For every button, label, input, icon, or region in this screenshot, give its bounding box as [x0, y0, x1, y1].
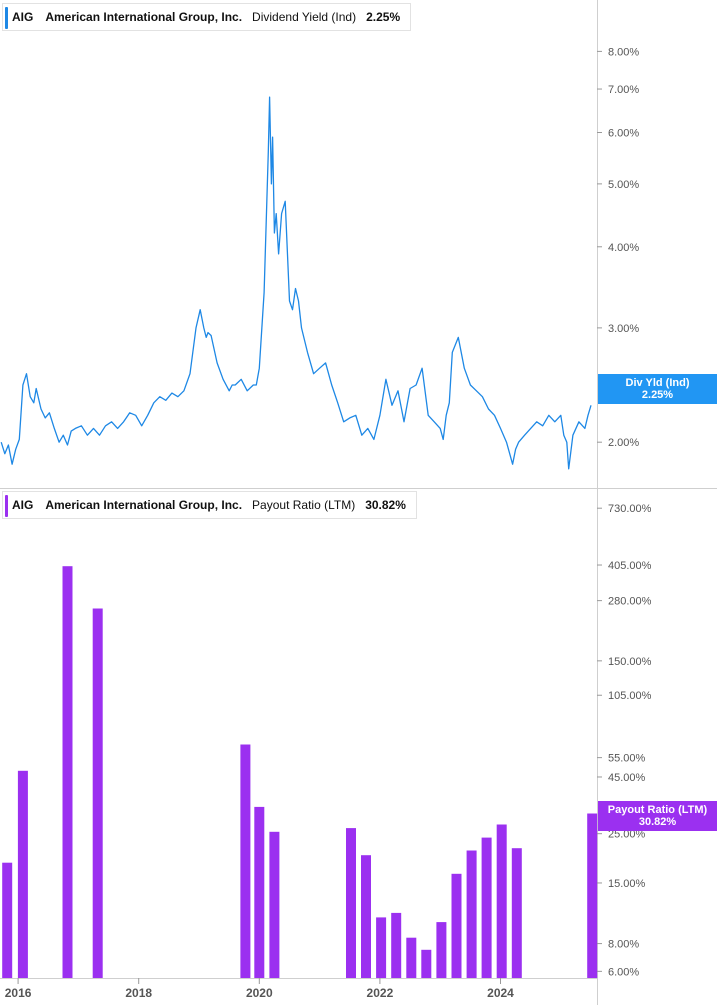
- yield-y-tick-label: 2.00%: [608, 437, 639, 449]
- x-tick-label: 2022: [367, 986, 394, 1000]
- payout-bar: [269, 831, 280, 978]
- x-tick-label: 2016: [5, 986, 32, 1000]
- x-axis: 2016 2018 2020 2022 2024: [5, 978, 514, 1000]
- payout-legend: AIG American International Group, Inc. P…: [2, 491, 417, 519]
- payout-y-tick-label: 405.00%: [608, 560, 652, 572]
- payout-legend-metric: Payout Ratio (LTM): [252, 498, 356, 512]
- payout-y-tick-label: 8.00%: [608, 939, 639, 951]
- payout-current-badge: Payout Ratio (LTM) 30.82%: [598, 801, 717, 831]
- payout-bar: [421, 949, 432, 978]
- payout-legend-company: American International Group, Inc.: [45, 498, 243, 512]
- yield-legend-company: American International Group, Inc.: [45, 10, 243, 24]
- payout-bar: [17, 770, 28, 978]
- payout-bar: [587, 813, 598, 978]
- payout-y-tick-label: 150.00%: [608, 656, 652, 668]
- yield-y-tick-label: 6.00%: [608, 127, 639, 139]
- payout-bar: [436, 922, 447, 978]
- x-tick-label: 2020: [246, 986, 273, 1000]
- payout-y-tick-label: 55.00%: [608, 753, 646, 765]
- payout-y-tick-label: 25.00%: [608, 829, 646, 841]
- payout-bar: [391, 912, 402, 978]
- payout-y-tick-label: 730.00%: [608, 503, 652, 515]
- yield-current-badge: Div Yld (Ind) 2.25%: [598, 374, 717, 404]
- yield-y-tick-label: 7.00%: [608, 84, 639, 96]
- payout-y-tick-label: 15.00%: [608, 878, 646, 890]
- payout-badge-value: 30.82%: [638, 816, 677, 828]
- yield-legend-value: 2.25%: [366, 10, 401, 24]
- payout-bar: [496, 824, 507, 978]
- payout-bar: [406, 937, 417, 978]
- payout-bar: [466, 850, 477, 978]
- yield-y-tick-label: 4.00%: [608, 242, 639, 254]
- yield-legend: AIG American International Group, Inc. D…: [2, 3, 412, 31]
- payout-legend-value: 30.82%: [365, 498, 406, 512]
- yield-y-tick-label: 5.00%: [608, 179, 639, 191]
- payout-y-tick-label: 280.00%: [608, 596, 652, 608]
- payout-y-tick-label: 105.00%: [608, 690, 652, 702]
- x-tick-label: 2024: [487, 986, 514, 1000]
- yield-badge-label: Div Yld (Ind): [625, 377, 690, 389]
- yield-badge-value: 2.25%: [641, 389, 674, 401]
- payout-legend-swatch: [5, 495, 8, 517]
- yield-legend-metric: Dividend Yield (Ind): [252, 10, 357, 24]
- payout-bar: [361, 855, 371, 978]
- yield-legend-swatch: [5, 7, 8, 29]
- payout-y-tick-label: 45.00%: [608, 772, 646, 784]
- payout-bar: [62, 566, 73, 978]
- x-tick-label: 2018: [125, 986, 152, 1000]
- yield-line-group: [0, 96, 592, 470]
- payout-legend-ticker: AIG: [12, 498, 34, 512]
- payout-bar: [511, 848, 522, 978]
- payout-badge-label: Payout Ratio (LTM): [607, 804, 708, 816]
- payout-bar: [254, 806, 265, 978]
- yield-y-tick-label: 3.00%: [608, 323, 639, 335]
- payout-bar: [2, 862, 13, 978]
- dividend-yield-line: [0, 96, 592, 470]
- payout-bars: [2, 566, 598, 978]
- yield-legend-ticker: AIG: [12, 10, 34, 24]
- payout-y-axis: 730.00% 405.00% 280.00% 150.00% 105.00% 55.00…: [597, 503, 652, 978]
- yield-y-axis: 8.00% 7.00% 6.00% 5.00% 4.00% 3.00% 2.00%: [597, 46, 639, 449]
- payout-bar: [92, 608, 103, 978]
- payout-bar: [240, 744, 251, 978]
- payout-bar: [451, 873, 462, 978]
- payout-bar: [346, 828, 356, 978]
- payout-bar: [376, 917, 387, 978]
- payout-bar: [481, 837, 492, 978]
- yield-y-tick-label: 8.00%: [608, 46, 639, 58]
- payout-y-tick-label: 6.00%: [608, 966, 639, 978]
